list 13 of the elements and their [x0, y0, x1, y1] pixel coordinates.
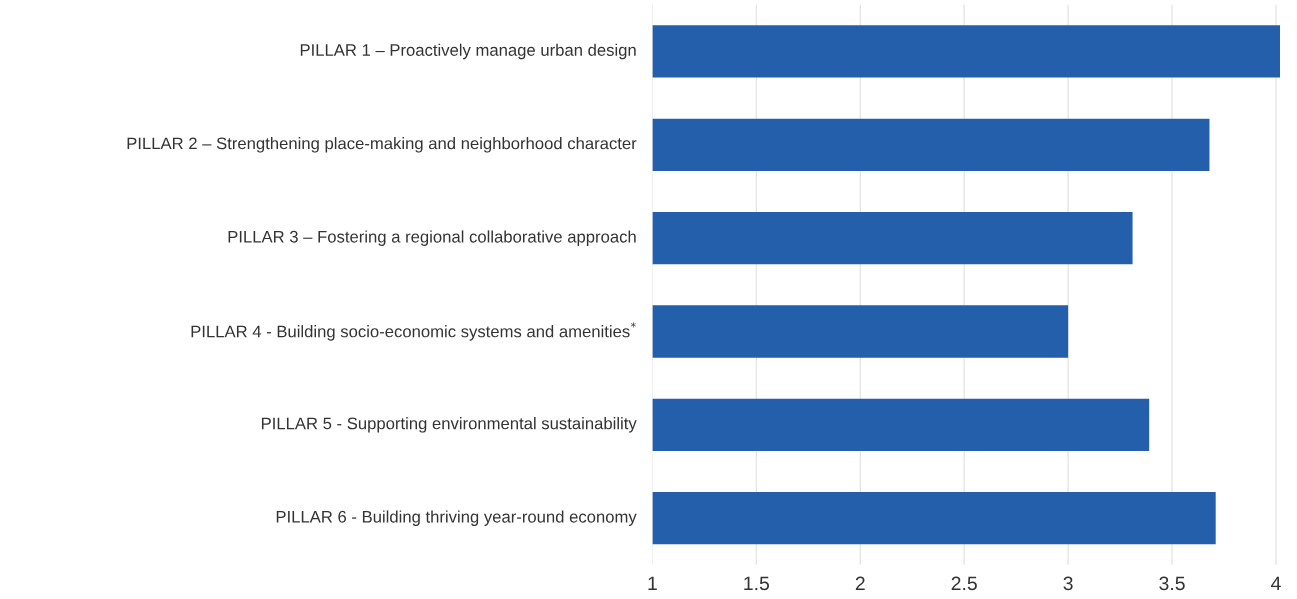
y-tick-label: PILLAR 3 – Fostering a regional collaborative approach — [228, 230, 636, 246]
x-tick-label: 3.5 — [1159, 576, 1185, 591]
x-tick-label: 2.5 — [951, 576, 977, 591]
y-tick-label: PILLAR 1 – Proactively manage urban design — [300, 43, 636, 60]
x-tick-label: 1.5 — [744, 576, 770, 591]
y-tick-label: PILLAR 5 - Supporting environmental sustainability — [261, 417, 637, 433]
x-tick-label: 2 — [855, 576, 865, 591]
y-tick-label: PILLAR 6 - Building thriving year-round economy — [276, 510, 637, 526]
x-tick-label: 1 — [648, 576, 657, 591]
y-tick-label: PILLAR 2 – Strengthening place-making and neighborhood character — [127, 137, 637, 153]
x-tick-label: 4 — [1271, 576, 1281, 591]
y-tick-label: PILLAR 4 - Building socio-economic systems and amenities$^{*}$ — [191, 322, 636, 341]
x-tick-label: 3 — [1063, 576, 1073, 591]
